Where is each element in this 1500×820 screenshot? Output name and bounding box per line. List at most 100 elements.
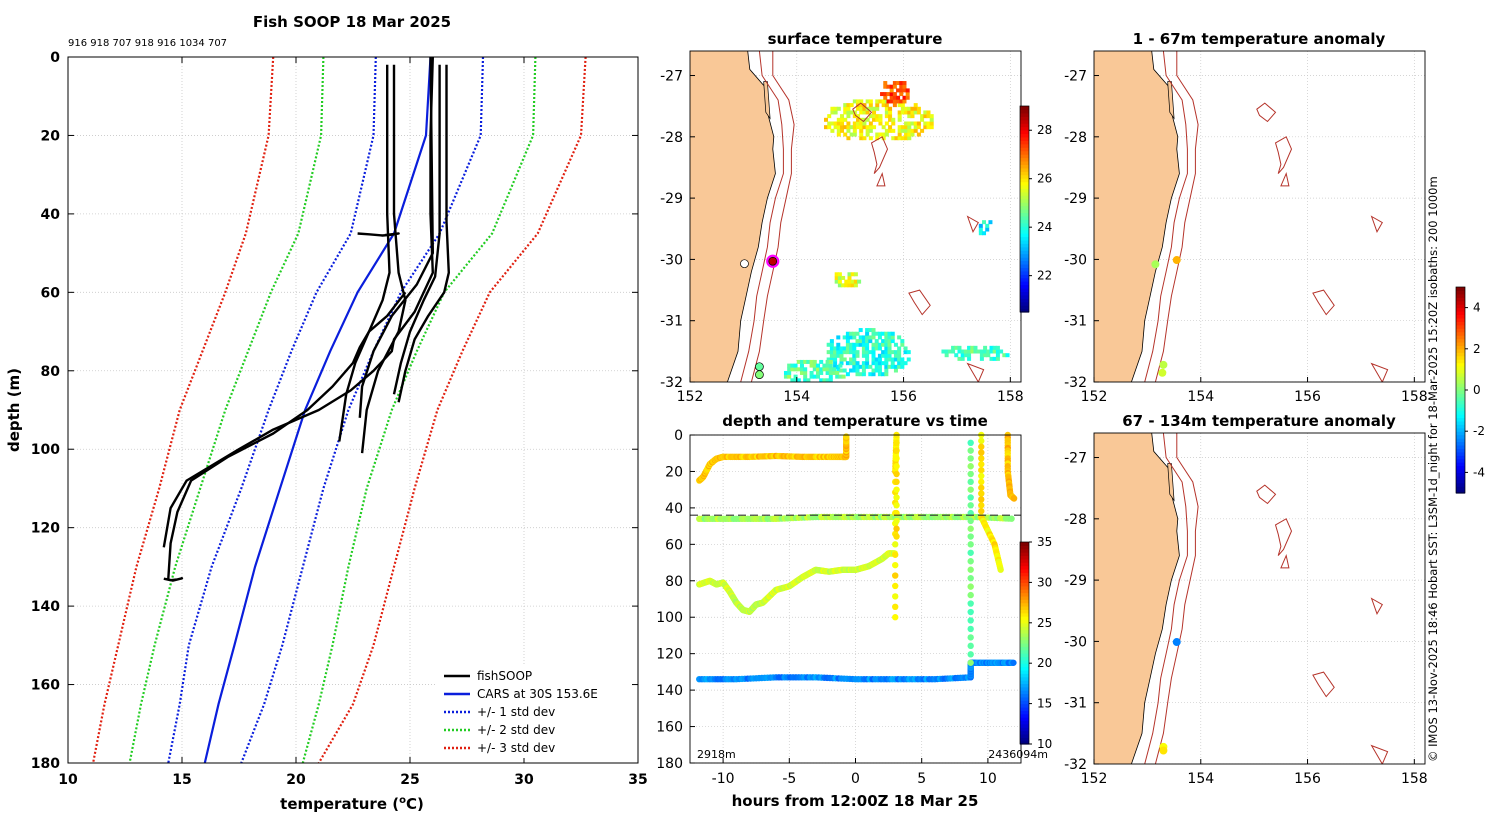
anom-colorbar-segment xyxy=(1456,379,1465,384)
anom-colorbar-segment xyxy=(1456,444,1465,449)
sst-pixel xyxy=(846,114,851,119)
anom-colorbar-segment xyxy=(1456,451,1465,456)
sst-pixel xyxy=(790,367,795,372)
ts-sample-point xyxy=(967,608,974,616)
sst-pixel xyxy=(828,374,833,379)
anom-colorbar-segment xyxy=(1456,369,1465,374)
sst-pixel xyxy=(891,121,896,126)
profile-ylabel: depth (m) xyxy=(5,368,23,452)
sst-pixel xyxy=(858,339,863,344)
ts-ytick-label: 20 xyxy=(665,464,683,480)
sst-pixel xyxy=(877,335,882,340)
profile-axes-frame xyxy=(67,56,639,764)
ts-sample-point xyxy=(893,517,900,525)
sst-pixel xyxy=(859,125,864,130)
sst-pixel xyxy=(842,346,847,351)
sst-pixel xyxy=(859,128,864,133)
sst-pixel xyxy=(886,92,891,97)
ts-sample-point xyxy=(893,533,900,540)
sst-pixel xyxy=(793,363,798,368)
sst-pixel xyxy=(976,349,981,354)
sst-pixel xyxy=(852,361,857,366)
ts-ytick-label: 140 xyxy=(656,683,683,699)
sst-pixel xyxy=(793,378,798,382)
sst-pixel xyxy=(839,368,844,373)
sst-pixel xyxy=(849,368,854,373)
sst-pixel xyxy=(929,125,934,130)
sst-pixel xyxy=(884,339,889,344)
sst-pixel xyxy=(799,370,804,375)
anom-colorbar-segment xyxy=(1456,414,1465,419)
anom-deep-map-body: 152 154 156 158 -27 -28 -29 -30 -31 -32 xyxy=(1064,432,1428,787)
ts-colorbar-segment xyxy=(1020,568,1029,573)
sst-pixel xyxy=(829,357,834,362)
sst-pixel xyxy=(992,349,997,354)
profile-ytick-label: 120 xyxy=(31,521,60,537)
sst-pixel xyxy=(897,110,902,115)
sst-pixel xyxy=(799,363,804,368)
sst-pixel xyxy=(845,372,850,377)
sst-pixel xyxy=(989,356,994,361)
sst-pixel xyxy=(947,349,952,354)
sst-pixel xyxy=(877,331,882,336)
anom-colorbar-segment xyxy=(1456,390,1465,395)
sst-pixel xyxy=(957,349,962,354)
sst-pixel xyxy=(841,374,846,379)
sst-pixel xyxy=(840,114,845,119)
sst-pixel xyxy=(877,364,882,369)
sst-pixel xyxy=(913,121,918,126)
sst-pixel xyxy=(881,99,886,104)
sst-pixel xyxy=(897,350,902,355)
sst-pixel xyxy=(865,350,870,355)
anom-deep-title: 67 - 134m temperature anomaly xyxy=(1122,412,1396,430)
station-marker xyxy=(1172,256,1181,265)
ts-colorbar-segment xyxy=(1020,663,1029,668)
sst-pixel xyxy=(834,279,839,284)
station-marker xyxy=(755,370,764,379)
sst-pixel xyxy=(840,128,845,133)
sst-pixel xyxy=(884,331,889,336)
sst-colorbar-segment xyxy=(1020,123,1029,128)
sst-pixel xyxy=(865,125,870,130)
sst-colorbar-segment xyxy=(1020,226,1029,231)
sst-pixel xyxy=(803,359,808,364)
sst-colorbar-segment xyxy=(1020,147,1029,152)
sst-pixel xyxy=(859,106,864,111)
sst-pixel xyxy=(887,350,892,355)
map-xtick-label: 152 xyxy=(677,389,704,405)
sst-colorbar-segment xyxy=(1020,250,1029,255)
sst-pixel xyxy=(881,136,886,141)
ts-ytick-label: 160 xyxy=(656,720,683,736)
sst-pixel xyxy=(897,103,902,108)
seamount-contour xyxy=(1370,744,1389,764)
profile-xtick-label: 30 xyxy=(514,772,534,788)
sst-pixel xyxy=(904,106,909,111)
ts-colorbar-segment xyxy=(1020,622,1029,627)
isobath-200m-line xyxy=(1144,433,1188,764)
sst-pixel xyxy=(868,372,873,377)
sst-pixel xyxy=(982,231,987,236)
map-ytick-label: -30 xyxy=(660,252,683,268)
sst-pixel xyxy=(841,275,846,280)
ts-colorbar-segment xyxy=(1020,703,1029,708)
sst-pixel xyxy=(1002,353,1007,358)
sst-pixel xyxy=(829,353,834,358)
profile-ytick-label: 160 xyxy=(31,678,60,694)
ts-colorbar-segment xyxy=(1020,700,1029,705)
ts-colorbar-segment xyxy=(1020,555,1029,560)
anom-shallow-map-body: 152 154 156 158 -27 -28 -29 -30 -31 -32 xyxy=(1064,50,1428,405)
sst-pixel xyxy=(837,279,842,284)
anom-colorbar-label: -4 xyxy=(1473,465,1485,479)
sst-pixel xyxy=(852,125,857,130)
sst-pixel xyxy=(861,342,866,347)
sst-pixel xyxy=(907,110,912,115)
ts-sample-point xyxy=(978,478,985,486)
sst-pixel xyxy=(833,364,838,369)
sst-pixel xyxy=(824,125,829,130)
seamount-contour xyxy=(870,136,889,174)
anom-colorbar-segment xyxy=(1456,455,1465,460)
sst-pixel xyxy=(892,103,897,108)
sst-pixel xyxy=(907,125,912,130)
ts-colorbar-label: 20 xyxy=(1037,656,1052,670)
